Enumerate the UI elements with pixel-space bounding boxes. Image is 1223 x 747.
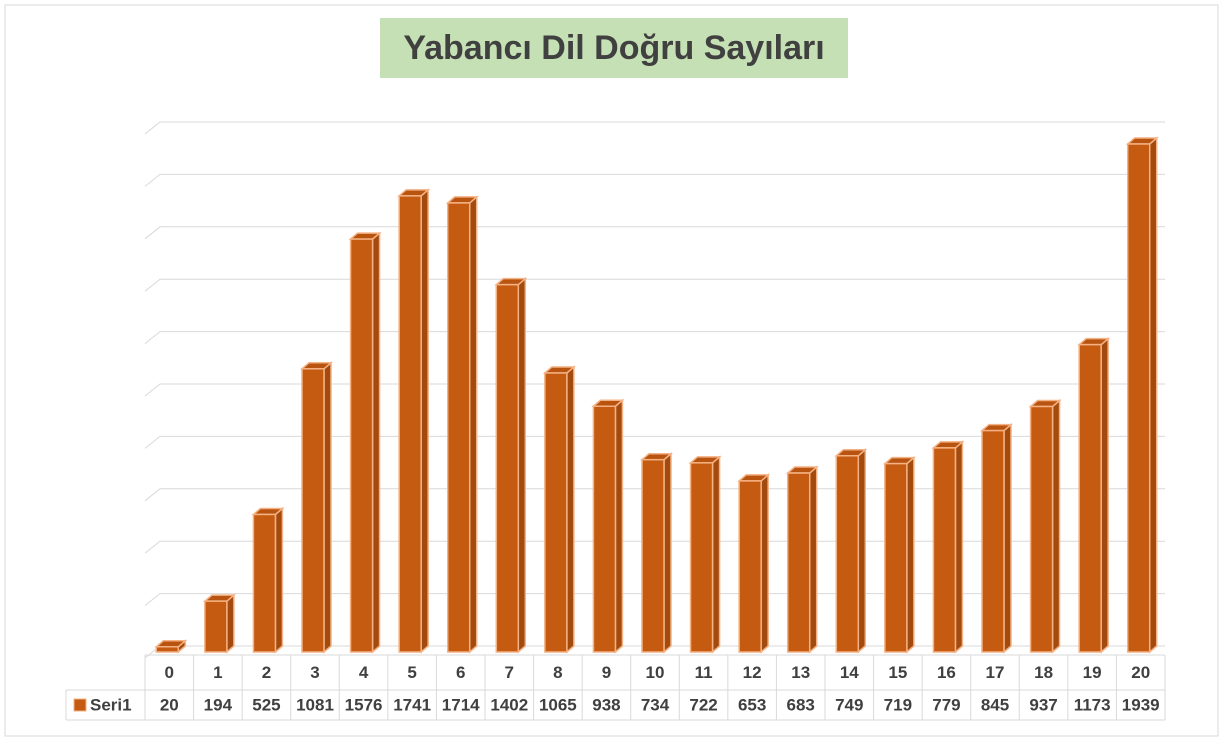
- bar-side: [468, 195, 478, 654]
- bar: [1126, 143, 1151, 653]
- x-tick-label: 18: [1034, 663, 1053, 682]
- bar-side: [566, 365, 575, 654]
- bar: [446, 202, 471, 653]
- data-table-value: 1173: [1074, 695, 1111, 714]
- data-table-value: 1081: [296, 695, 334, 714]
- x-tick-label: 16: [937, 663, 956, 682]
- data-table-value: 683: [787, 695, 815, 714]
- data-table-value: 194: [204, 695, 233, 714]
- data-table-value: 722: [689, 695, 717, 714]
- bar-side: [274, 506, 284, 654]
- x-tick-label: 3: [310, 663, 319, 682]
- bar-side: [1100, 337, 1109, 654]
- data-table-value: 1741: [393, 695, 431, 714]
- x-tick-label: 8: [553, 663, 562, 682]
- x-tick-label: 14: [840, 663, 859, 682]
- data-table-value: 653: [738, 695, 766, 714]
- legend-label: Seri1: [90, 695, 132, 714]
- data-table-value: 1402: [490, 695, 528, 714]
- bar: [398, 195, 422, 653]
- data-table-value: 20: [160, 695, 179, 714]
- bar-side: [1051, 398, 1061, 654]
- data-table-value: 938: [592, 695, 620, 714]
- bar: [155, 646, 180, 653]
- grid-line: [144, 226, 1165, 240]
- bar-side: [760, 473, 769, 654]
- grid-line: [144, 331, 1165, 344]
- x-tick-label: 2: [262, 663, 271, 682]
- grid-line: [144, 435, 1165, 449]
- x-tick-label: 1: [213, 663, 222, 682]
- grid-line: [144, 593, 1165, 606]
- data-table-value: 1576: [345, 695, 383, 714]
- bar-side: [1003, 422, 1012, 654]
- x-tick-label: 5: [407, 663, 416, 682]
- data-table-value: 749: [835, 695, 863, 714]
- legend-swatch: [73, 698, 87, 712]
- grid-line: [144, 121, 1165, 135]
- bar-side: [226, 593, 235, 654]
- data-table-value: 779: [932, 695, 960, 714]
- chart-title: Yabancı Dil Doğru Sayıları: [403, 29, 824, 67]
- x-tick-label: 10: [646, 663, 665, 682]
- grid-line: [144, 278, 1165, 292]
- x-tick-label: 7: [505, 663, 514, 682]
- bar-side: [1148, 136, 1158, 654]
- data-table-value: 937: [1029, 695, 1057, 714]
- data-table-value: 1714: [442, 695, 480, 714]
- bar: [884, 462, 908, 653]
- bar-side: [517, 277, 527, 654]
- x-tick-label: 9: [602, 663, 611, 682]
- x-tick-label: 19: [1083, 663, 1102, 682]
- grid-line: [144, 488, 1165, 502]
- x-tick-label: 13: [791, 663, 810, 682]
- x-tick-label: 6: [456, 663, 465, 682]
- grid-line: [144, 540, 1165, 554]
- bar: [1029, 405, 1054, 653]
- data-table-value: 1939: [1122, 695, 1160, 714]
- x-tick-label: 20: [1131, 663, 1150, 682]
- x-tick-label: 12: [743, 663, 762, 682]
- bar: [738, 480, 762, 653]
- data-table-value: 525: [252, 695, 280, 714]
- data-table-value: 734: [641, 695, 670, 714]
- bar: [495, 283, 520, 653]
- grid-line: [144, 383, 1165, 397]
- bar-side: [711, 455, 721, 654]
- bar: [592, 405, 617, 653]
- x-tick-label: 4: [359, 663, 369, 682]
- bar-side: [663, 452, 672, 654]
- bar: [1078, 343, 1102, 653]
- bar-side: [323, 361, 332, 654]
- data-table-value: 1065: [539, 695, 577, 714]
- bar: [689, 462, 714, 653]
- bar-side: [614, 398, 624, 654]
- x-tick-label: 0: [165, 663, 174, 682]
- bar-side: [954, 440, 964, 654]
- bar: [204, 600, 228, 653]
- bar-side: [420, 188, 429, 654]
- title-box: [380, 18, 848, 78]
- bar: [835, 455, 860, 653]
- bar: [932, 447, 957, 653]
- bar-side: [371, 231, 381, 654]
- bar-side: [906, 455, 915, 654]
- x-tick-label: 17: [986, 663, 1005, 682]
- grid-line: [144, 173, 1165, 187]
- bar: [981, 429, 1005, 653]
- bar: [544, 372, 568, 653]
- bar: [641, 458, 665, 653]
- data-table-value: 719: [884, 695, 912, 714]
- x-tick-label: 15: [888, 663, 907, 682]
- bar: [786, 472, 811, 653]
- data-table-value: 845: [981, 695, 1009, 714]
- x-tick-label: 11: [695, 663, 713, 682]
- bar: [252, 513, 277, 653]
- bar: [349, 238, 374, 653]
- bar: [301, 368, 325, 653]
- bar-side: [857, 448, 867, 654]
- bar-side: [808, 465, 818, 654]
